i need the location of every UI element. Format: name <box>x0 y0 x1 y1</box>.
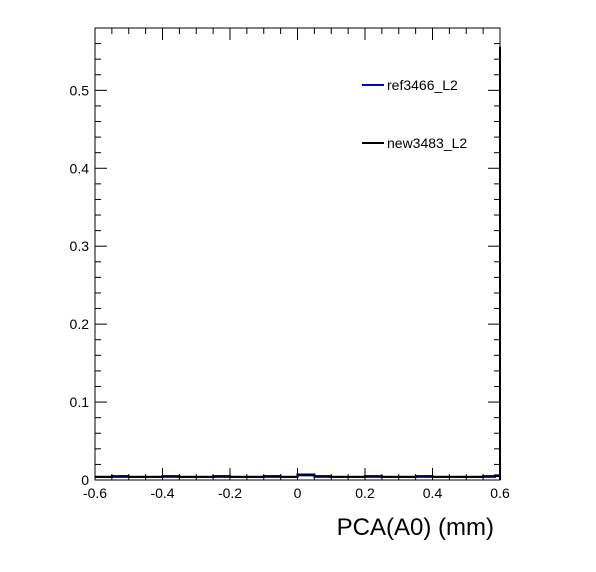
y-tick-labels: 0 0.1 0.2 0.3 0.4 0.5 <box>70 82 90 488</box>
x-axis-title: PCA(A0) (mm) <box>337 514 494 541</box>
x-tick-label: 0.6 <box>490 485 510 501</box>
series-lines <box>95 46 501 480</box>
y-tick-label: 0.4 <box>70 160 90 176</box>
x-tick-label: 0 <box>294 485 302 501</box>
legend: ref3466_L2 new3483_L2 <box>362 77 467 151</box>
y-tick-label: 0.5 <box>70 82 90 98</box>
y-tick-label: 0.3 <box>70 238 90 254</box>
y-tick-label: 0.1 <box>70 394 90 410</box>
x-tick-label: -0.2 <box>218 485 242 501</box>
legend-label-0: ref3466_L2 <box>387 77 458 93</box>
x-tick-label: -0.6 <box>83 485 107 501</box>
legend-label-1: new3483_L2 <box>387 135 467 151</box>
y-tick-label: 0.2 <box>70 316 90 332</box>
series-line-0 <box>95 47 501 480</box>
series-line-1 <box>95 46 501 480</box>
y-tick-label: 0 <box>81 472 89 488</box>
axis-ticks <box>94 27 501 481</box>
x-tick-label: 0.2 <box>355 485 375 501</box>
x-tick-label: -0.4 <box>150 485 174 501</box>
plot-frame <box>94 27 501 481</box>
x-tick-label: 0.4 <box>423 485 443 501</box>
x-tick-labels: -0.6 -0.4 -0.2 0 0.2 0.4 0.6 <box>83 485 510 501</box>
